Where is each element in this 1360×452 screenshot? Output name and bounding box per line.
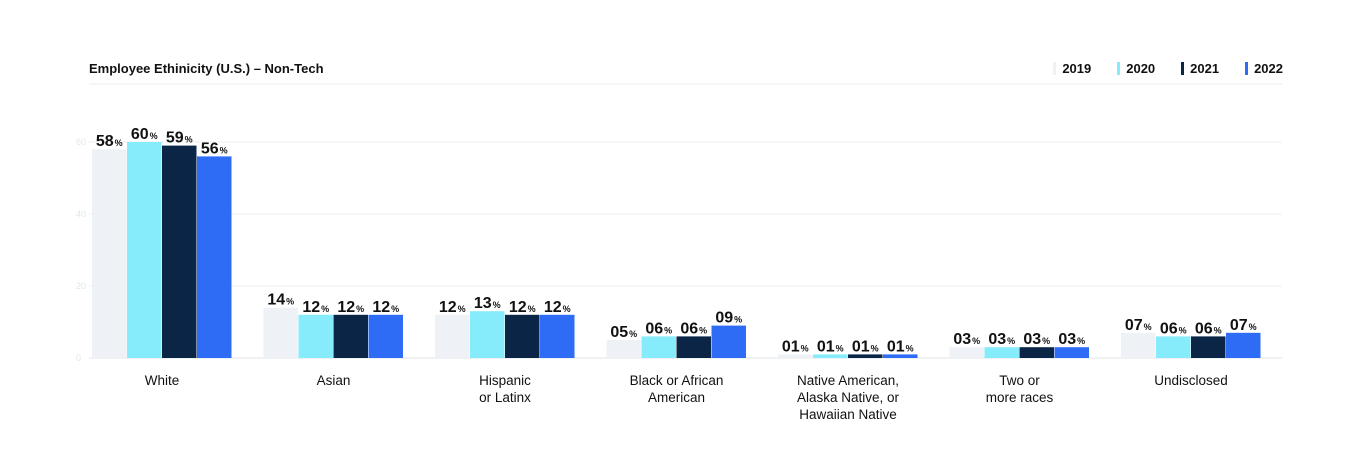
value-label: 60% [131,126,158,143]
bar-2021-4 [848,354,883,358]
value-label: 01% [817,338,844,355]
value-label: 03% [1023,331,1050,348]
bar-2021-3 [676,336,711,358]
bar-2020-0 [127,142,162,358]
value-label: 12% [509,299,536,316]
legend-swatch [1245,62,1249,75]
bar-2020-2 [470,311,505,358]
y-tick-label: 60 [76,137,86,147]
value-label: 07% [1125,317,1152,334]
bar-2019-2 [435,314,470,358]
bar-2022-0 [197,156,232,358]
legend-label: 2020 [1126,61,1156,76]
value-label: 06% [645,320,672,337]
category-label: Black or African American [630,373,724,405]
value-label: 56% [201,140,228,157]
value-label: 05% [610,324,637,341]
category-label: White [145,373,180,388]
legend-item-2020: 2020 [1117,61,1155,76]
value-label: 06% [680,320,707,337]
bar-2019-1 [263,307,298,358]
bar-2022-6 [1226,332,1261,358]
value-label: 12% [439,299,466,316]
category-label: Undisclosed [1154,373,1228,388]
value-label: 06% [1160,320,1187,337]
value-label: 14% [267,292,294,309]
bar-2021-0 [162,145,197,358]
bar-2021-5 [1019,347,1054,358]
legend-label: 2021 [1190,61,1220,76]
value-label: 09% [715,310,742,327]
legend: 2019 2020 2021 2022 [1053,61,1283,76]
bar-2019-4 [778,354,813,358]
bar-2020-1 [298,314,333,358]
value-label: 58% [96,133,123,150]
bar-2019-5 [949,347,984,358]
bar-2021-6 [1191,336,1226,358]
bar-2022-5 [1054,347,1089,358]
bar-2020-5 [984,347,1019,358]
y-tick-label: 20 [76,281,86,291]
bar-2019-0 [92,149,127,358]
bar-2020-6 [1156,336,1191,358]
category-label: Two or more races [986,373,1054,405]
value-label: 12% [337,299,364,316]
category-label: Asian [317,373,351,388]
legend-label: 2022 [1254,61,1283,76]
value-label: 03% [1058,331,1085,348]
value-label: 12% [544,299,571,316]
legend-swatch [1053,62,1057,75]
legend-item-2019: 2019 [1053,61,1091,76]
value-label: 01% [852,338,879,355]
category-label: Native American, Alaska Native, or Hawaiia… [797,373,900,422]
value-label: 07% [1230,317,1257,334]
bar-2019-6 [1121,332,1156,358]
y-tick-label: 0 [76,353,81,363]
value-label: 06% [1195,320,1222,337]
category-label: Hispanic or Latinx [479,373,531,405]
bar-2019-3 [606,340,641,358]
bar-2021-2 [505,314,540,358]
bar-2022-2 [540,314,575,358]
value-label: 59% [166,130,193,147]
legend-label: 2019 [1062,61,1092,76]
legend-item-2022: 2022 [1245,61,1283,76]
bar-2021-1 [333,314,368,358]
y-tick-label: 40 [76,209,86,219]
value-label: 01% [887,338,914,355]
legend-swatch [1117,62,1121,75]
value-label: 03% [953,331,980,348]
bar-2022-4 [883,354,918,358]
bar-2020-4 [813,354,848,358]
value-label: 01% [782,338,809,355]
chart-title: Employee Ethinicity (U.S.) – Non-Tech [89,61,324,76]
value-label: 13% [474,295,501,312]
value-label: 12% [372,299,399,316]
bar-2022-3 [711,325,746,358]
bar-2022-1 [368,314,403,358]
value-label: 03% [988,331,1015,348]
bar-2020-3 [641,336,676,358]
legend-swatch [1181,62,1185,75]
value-label: 12% [302,299,329,316]
legend-item-2021: 2021 [1181,61,1219,76]
